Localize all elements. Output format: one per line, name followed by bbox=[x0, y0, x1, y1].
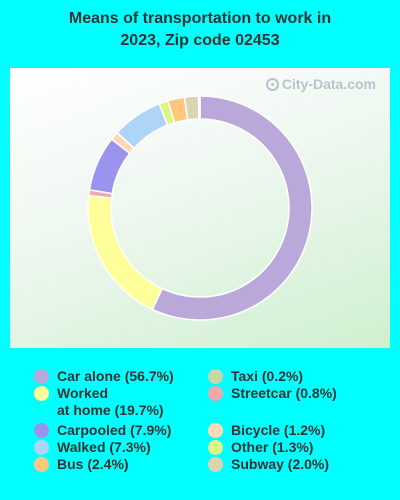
legend-item-car-alone: Car alone (56.7%) bbox=[34, 368, 174, 385]
legend-swatch-walked bbox=[34, 440, 49, 455]
legend-label-subway: Subway (2.0%) bbox=[231, 456, 330, 472]
legend-item-carpooled: Carpooled (7.9%) bbox=[34, 422, 171, 439]
legend-swatch-subway bbox=[208, 457, 223, 472]
legend-item-streetcar: Streetcar (0.8%) bbox=[208, 385, 337, 402]
donut-slice-taxi bbox=[197, 95, 201, 120]
legend-swatch-carpooled bbox=[34, 423, 49, 438]
legend-swatch-worked-at-home bbox=[34, 386, 49, 401]
legend: Car alone (56.7%) Worked at home (19.7%) C… bbox=[0, 365, 400, 495]
legend-label-bicycle: Bicycle (1.2%) bbox=[231, 422, 326, 438]
legend-swatch-bus bbox=[34, 457, 49, 472]
legend-swatch-bicycle bbox=[208, 423, 223, 438]
donut-slice-subway bbox=[183, 95, 200, 121]
legend-item-bus: Bus (2.4%) bbox=[34, 456, 129, 473]
legend-item-subway: Subway (2.0%) bbox=[208, 456, 329, 473]
legend-label-streetcar: Streetcar (0.8%) bbox=[231, 385, 337, 401]
legend-item-other: Other (1.3%) bbox=[208, 439, 313, 456]
donut-slice-worked-at-home bbox=[87, 194, 164, 311]
legend-item-taxi: Taxi (0.2%) bbox=[208, 368, 303, 385]
legend-label-worked-at-home: Worked at home (19.7%) bbox=[57, 385, 164, 418]
legend-swatch-car-alone bbox=[34, 369, 49, 384]
chart-title-line-2: 2023, Zip code 02453 bbox=[120, 32, 280, 49]
legend-label-walked: Walked (7.3%) bbox=[57, 439, 151, 455]
watermark-text: City-Data.com bbox=[281, 76, 376, 92]
watermark: City-Data.com bbox=[265, 76, 376, 92]
chart-title: Means of transportation to work in 2023,… bbox=[0, 8, 400, 52]
legend-label-other: Other (1.3%) bbox=[231, 439, 314, 455]
city-data-logo-icon bbox=[265, 77, 279, 91]
legend-item-walked: Walked (7.3%) bbox=[34, 439, 151, 456]
legend-swatch-taxi bbox=[208, 369, 223, 384]
legend-swatch-streetcar bbox=[208, 386, 223, 401]
legend-label-car-alone: Car alone (56.7%) bbox=[57, 368, 174, 384]
legend-item-worked-at-home: Worked at home (19.7%) bbox=[34, 385, 164, 419]
donut-chart bbox=[87, 95, 313, 321]
legend-swatch-other bbox=[208, 440, 223, 455]
legend-label-taxi: Taxi (0.2%) bbox=[231, 368, 304, 384]
legend-label-carpooled: Carpooled (7.9%) bbox=[57, 422, 172, 438]
chart-title-line-1: Means of transportation to work in bbox=[68, 10, 332, 27]
plot-area: City-Data.com bbox=[10, 68, 390, 348]
legend-label-bus: Bus (2.4%) bbox=[57, 456, 129, 472]
donut-slice-car-alone bbox=[151, 95, 313, 321]
legend-item-bicycle: Bicycle (1.2%) bbox=[208, 422, 325, 439]
